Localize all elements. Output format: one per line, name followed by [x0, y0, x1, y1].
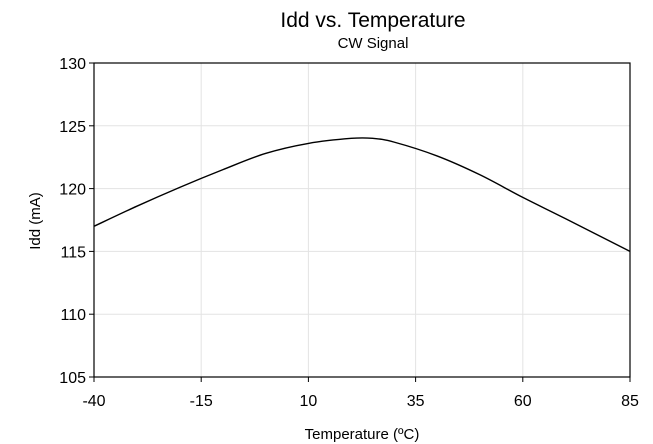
y-tick-label: 105 — [59, 370, 86, 387]
x-tick-label: 35 — [407, 393, 425, 410]
x-tick-label: 85 — [621, 393, 639, 410]
gridlines — [94, 63, 630, 377]
y-tick-label: 125 — [59, 119, 86, 136]
series-line-idd — [93, 137, 631, 253]
x-axis-label: Temperature (ºC) — [305, 426, 420, 443]
plot-area-frame — [93, 62, 631, 378]
y-tick-label: 120 — [59, 182, 86, 199]
chart-subtitle: CW Signal — [338, 35, 409, 52]
x-tick-label: 10 — [300, 393, 318, 410]
y-tick-label: 115 — [60, 244, 86, 261]
x-tick-label: -15 — [190, 393, 213, 410]
series-layer — [93, 137, 631, 253]
x-tick-label: -40 — [82, 393, 105, 410]
x-tick-label: 60 — [514, 393, 532, 410]
axis-ticks — [89, 62, 631, 382]
y-axis-tick-labels: 105 110 115 120 125 130 — [59, 56, 86, 387]
y-tick-label: 110 — [60, 307, 86, 324]
y-tick-label: 130 — [59, 56, 86, 73]
y-axis-label: Idd (mA) — [27, 192, 44, 250]
chart-title: Idd vs. Temperature — [280, 9, 465, 32]
x-axis-tick-labels: -40 -15 10 35 60 85 — [82, 393, 639, 410]
